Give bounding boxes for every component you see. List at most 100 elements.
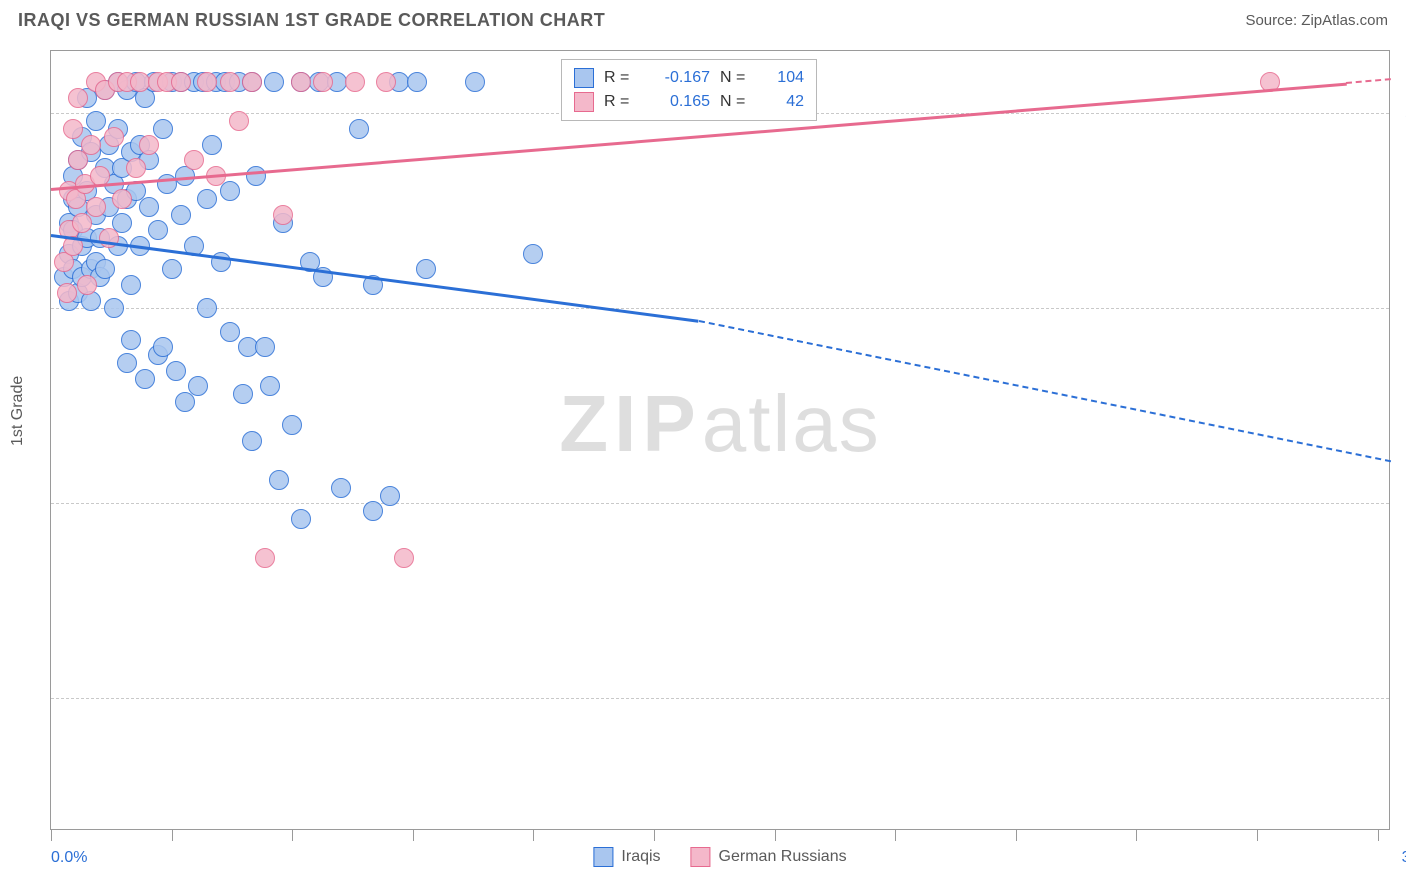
data-point: [63, 119, 83, 139]
data-point: [407, 72, 427, 92]
x-tick: [775, 829, 776, 841]
data-point: [269, 470, 289, 490]
data-point: [255, 548, 275, 568]
legend-swatch: [574, 68, 594, 88]
data-point: [86, 111, 106, 131]
data-point: [175, 392, 195, 412]
x-tick: [413, 829, 414, 841]
legend-n-value: 42: [764, 90, 804, 114]
data-point: [363, 501, 383, 521]
data-point: [291, 72, 311, 92]
data-point: [139, 135, 159, 155]
data-point: [166, 361, 186, 381]
data-point: [72, 213, 92, 233]
x-tick: [51, 829, 52, 841]
data-point: [394, 548, 414, 568]
legend-label: German Russians: [719, 848, 847, 866]
data-point: [376, 72, 396, 92]
chart-title: IRAQI VS GERMAN RUSSIAN 1ST GRADE CORREL…: [18, 10, 605, 31]
legend-r-label: R =: [604, 90, 638, 114]
data-point: [242, 72, 262, 92]
data-point: [135, 369, 155, 389]
x-tick: [1136, 829, 1137, 841]
x-tick: [654, 829, 655, 841]
data-point: [153, 337, 173, 357]
x-tick: [895, 829, 896, 841]
x-tick: [172, 829, 173, 841]
data-point: [380, 486, 400, 506]
data-point: [349, 119, 369, 139]
data-point: [148, 220, 168, 240]
data-point: [233, 384, 253, 404]
data-point: [416, 259, 436, 279]
data-point: [112, 189, 132, 209]
data-point: [291, 509, 311, 529]
data-point: [282, 415, 302, 435]
legend-swatch: [691, 847, 711, 867]
data-point: [171, 72, 191, 92]
data-point: [202, 135, 222, 155]
legend-row: R =-0.167N =104: [574, 66, 804, 90]
data-point: [246, 166, 266, 186]
data-point: [68, 88, 88, 108]
data-point: [331, 478, 351, 498]
data-point: [126, 158, 146, 178]
data-point: [197, 189, 217, 209]
legend-correlation-box: R =-0.167N =104R =0.165N =42: [561, 59, 817, 121]
gridline: [51, 308, 1389, 309]
data-point: [86, 197, 106, 217]
legend-row: R = 0.165 N = 42: [574, 90, 804, 114]
legend-swatch: [574, 92, 594, 112]
data-point: [121, 330, 141, 350]
data-point: [260, 376, 280, 396]
data-point: [171, 205, 191, 225]
data-point: [95, 259, 115, 279]
data-point: [188, 376, 208, 396]
x-tick: [1378, 829, 1379, 841]
data-point: [273, 205, 293, 225]
data-point: [523, 244, 543, 264]
chart-source: Source: ZipAtlas.com: [1245, 12, 1388, 29]
data-point: [220, 322, 240, 342]
y-axis-title: 1st Grade: [9, 376, 27, 446]
data-point: [139, 197, 159, 217]
legend-r-value: -0.167: [648, 66, 710, 90]
legend-n-label: N =: [720, 66, 754, 90]
data-point: [242, 431, 262, 451]
x-tick: [1257, 829, 1258, 841]
data-point: [104, 127, 124, 147]
legend-r-label: R =: [604, 66, 638, 90]
legend-item: Iraqis: [593, 847, 660, 867]
data-point: [121, 275, 141, 295]
data-point: [465, 72, 485, 92]
gridline: [51, 698, 1389, 699]
data-point: [313, 72, 333, 92]
data-point: [184, 150, 204, 170]
trend-line: [1346, 78, 1391, 84]
x-axis-min-label: 0.0%: [51, 849, 87, 867]
legend-series: Iraqis German Russians: [593, 847, 846, 867]
legend-n-label: N =: [720, 90, 754, 114]
data-point: [77, 275, 97, 295]
data-point: [162, 259, 182, 279]
data-point: [264, 72, 284, 92]
x-tick: [292, 829, 293, 841]
data-point: [104, 298, 124, 318]
data-point: [255, 337, 275, 357]
legend-swatch: [593, 847, 613, 867]
chart-plot-area: 92.5%95.0%97.5%100.0% ZIPatlas R =-0.167…: [50, 50, 1390, 830]
data-point: [345, 72, 365, 92]
data-point: [229, 111, 249, 131]
legend-item: German Russians: [691, 847, 847, 867]
data-point: [197, 298, 217, 318]
x-tick: [533, 829, 534, 841]
data-point: [68, 150, 88, 170]
x-axis-max-label: 30.0%: [1402, 849, 1406, 867]
data-point: [220, 181, 240, 201]
trend-line: [51, 234, 699, 323]
legend-r-value: 0.165: [648, 90, 710, 114]
data-point: [117, 353, 137, 373]
data-point: [197, 72, 217, 92]
x-tick: [1016, 829, 1017, 841]
legend-label: Iraqis: [621, 848, 660, 866]
